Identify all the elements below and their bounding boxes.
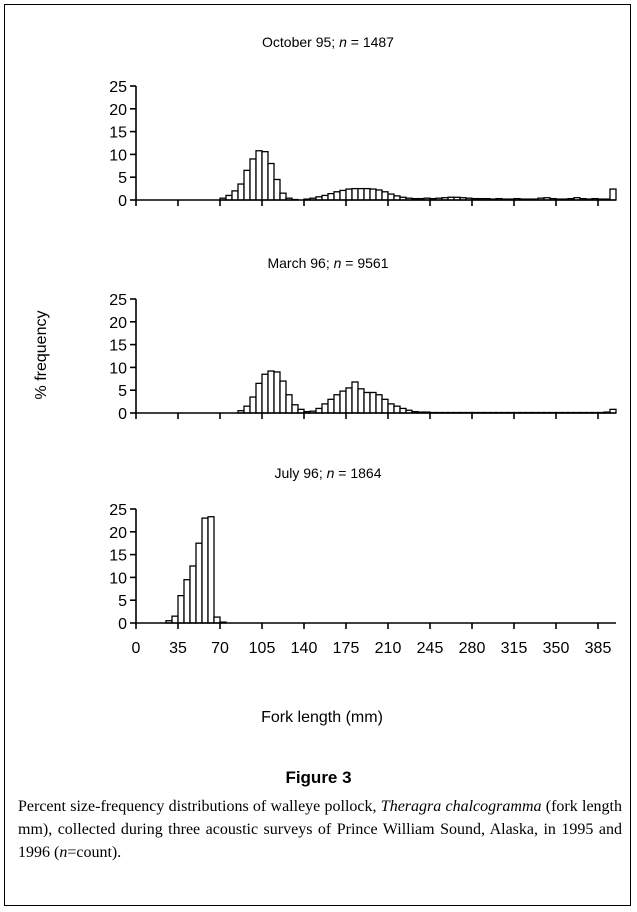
bar-1-6 xyxy=(273,371,281,414)
y-axis-label: % frequency xyxy=(33,311,50,400)
y-tick-label-2-0: 0 xyxy=(118,616,127,633)
bar-1-8 xyxy=(285,394,293,414)
bar-1-23 xyxy=(375,394,383,414)
bar-2-7 xyxy=(207,516,215,624)
bar-0-10 xyxy=(279,192,287,201)
bar-2-8 xyxy=(213,616,221,624)
bar-1-15 xyxy=(327,398,335,414)
bar-0-23 xyxy=(357,187,365,201)
bar-1-1 xyxy=(243,405,251,414)
figure-frame xyxy=(4,4,631,906)
bar-2-5 xyxy=(195,542,203,624)
figure-caption: Percent size-frequency distributions of … xyxy=(18,795,622,864)
bar-0-3 xyxy=(237,183,245,201)
y-tick-label-0-2: 10 xyxy=(109,147,127,164)
panel-july: 0 5 10 15 20 25 0 35 70 105 140 175 210 245 280 315 350 3… xyxy=(109,502,616,657)
y-tick-label-0-1: 5 xyxy=(118,170,127,187)
bar-2-3 xyxy=(183,579,191,624)
bar-0-7 xyxy=(261,151,269,201)
bar-0-25 xyxy=(369,188,377,201)
bar-0-27 xyxy=(381,191,389,201)
y-tick-label-2-5: 25 xyxy=(109,502,127,519)
bar-1-25 xyxy=(387,403,395,414)
y-tick-label-1-2: 10 xyxy=(109,360,127,377)
bar-0-21 xyxy=(345,188,353,201)
x-axis-label: Fork length (mm) xyxy=(261,709,383,726)
y-tick-label-0-0: 0 xyxy=(118,193,127,210)
x-tick-label-4: 140 xyxy=(291,640,318,657)
bar-1-19 xyxy=(351,381,359,414)
bar-1-18 xyxy=(345,387,353,414)
x-tick-label-9: 315 xyxy=(501,640,528,657)
y-tick-label-2-3: 15 xyxy=(109,548,127,565)
bar-1-2 xyxy=(249,396,257,414)
bar-2-6 xyxy=(201,517,209,624)
panel-title-july: July 96; n = 1864 xyxy=(274,465,381,481)
bar-1-24 xyxy=(381,398,389,414)
bar-0-22 xyxy=(351,187,359,201)
y-tick-label-1-3: 15 xyxy=(109,338,127,355)
y-tick-label-1-5: 25 xyxy=(109,292,127,309)
y-tick-label-0-3: 15 xyxy=(109,125,127,142)
y-tick-label-2-2: 10 xyxy=(109,570,127,587)
x-tick-label-5: 175 xyxy=(333,640,360,657)
caption-part2: (fork length mm), collected during three… xyxy=(18,798,623,861)
x-tick-label-8: 280 xyxy=(459,640,486,657)
bar-0-20 xyxy=(339,189,347,201)
bar-0-28 xyxy=(387,193,395,201)
bar-0-19 xyxy=(333,191,341,201)
x-tick-label-10: 350 xyxy=(543,640,570,657)
bar-0-18 xyxy=(327,192,335,201)
bar-1-5 xyxy=(267,370,275,414)
y-tick-label-2-1: 5 xyxy=(118,593,127,610)
bar-1-9 xyxy=(291,404,299,414)
y-tick-label-1-4: 20 xyxy=(109,315,127,332)
x-tick-label-0: 0 xyxy=(132,640,141,657)
bar-1-17 xyxy=(339,390,347,414)
bar-2-4 xyxy=(189,565,197,624)
caption-species: Theragra chalcogramma xyxy=(380,798,542,815)
panel-october: 0 5 10 15 20 25 xyxy=(109,79,617,210)
bar-2-1 xyxy=(171,615,179,624)
y-tick-label-0-5: 25 xyxy=(109,79,127,96)
bar-0-26 xyxy=(375,189,383,201)
bar-1-14 xyxy=(321,403,329,414)
bar-1-20 xyxy=(357,388,365,414)
panel-march: 0 5 10 15 20 25 xyxy=(109,292,617,423)
figure-heading: Figure 3 xyxy=(285,768,352,787)
bar-0-24 xyxy=(363,187,371,201)
y-tick-label-0-4: 20 xyxy=(109,102,127,119)
bar-1-4 xyxy=(261,373,269,414)
bar-0-2 xyxy=(231,190,239,201)
bar-0-6 xyxy=(255,150,263,201)
bar-1-7 xyxy=(279,380,287,414)
x-tick-label-11: 385 xyxy=(585,640,612,657)
x-tick-label-2: 70 xyxy=(211,640,229,657)
bar-0-8 xyxy=(267,162,275,201)
bar-2-2 xyxy=(177,594,185,624)
caption-n: n xyxy=(59,844,68,861)
y-tick-label-2-4: 20 xyxy=(109,525,127,542)
bar-0-4 xyxy=(243,169,251,201)
bar-1-3 xyxy=(255,382,263,414)
panel-title-october: October 95; n = 1487 xyxy=(262,34,394,50)
bar-0-5 xyxy=(249,158,257,201)
x-tick-label-6: 210 xyxy=(375,640,402,657)
bar-0-65 xyxy=(609,188,617,201)
figure-chart: October 95; n = 1487 March 96; n = 9561 … xyxy=(33,34,617,726)
y-tick-label-1-1: 5 xyxy=(118,383,127,400)
x-tick-label-1: 35 xyxy=(169,640,187,657)
x-tick-label-3: 105 xyxy=(249,640,276,657)
bar-1-26 xyxy=(393,405,401,414)
caption-part1: Percent size-frequency distributions of … xyxy=(18,798,381,815)
bar-0-9 xyxy=(273,178,281,201)
y-tick-label-1-0: 0 xyxy=(118,406,127,423)
bar-1-21 xyxy=(363,391,371,414)
caption-part3: =count). xyxy=(67,844,122,861)
bar-1-16 xyxy=(333,394,341,414)
x-tick-label-7: 245 xyxy=(417,640,444,657)
panel-title-march: March 96; n = 9561 xyxy=(267,255,388,271)
bar-1-22 xyxy=(369,391,377,414)
